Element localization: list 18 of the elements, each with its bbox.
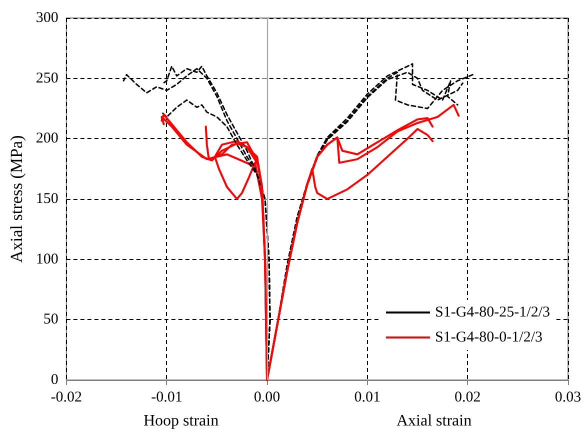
x-tick-label: 0.00 xyxy=(254,390,280,406)
y-tick-label: 50 xyxy=(43,312,58,328)
x-tick-label: 0.02 xyxy=(454,390,481,406)
y-tick-label: 150 xyxy=(36,191,58,207)
y-tick-label: 100 xyxy=(36,251,58,268)
legend-label: S1-G4-80-25-1/2/3 xyxy=(435,304,550,320)
x-tick-label: -0.01 xyxy=(151,390,182,406)
x-tick-label: 0.01 xyxy=(354,390,380,406)
text: Axial strain xyxy=(396,412,472,430)
x-tick-label: 0.03 xyxy=(554,390,582,406)
text: Hoop strain xyxy=(144,412,219,430)
y-axis-title: Axial stress (MPa) xyxy=(7,135,26,263)
legend-label: S1-G4-80-0-1/2/3 xyxy=(435,330,543,346)
y-tick-label: 300 xyxy=(36,10,58,26)
y-tick-label: 200 xyxy=(36,130,58,147)
y-tick-label: 0 xyxy=(50,372,58,388)
x-tick-label: -0.02 xyxy=(50,390,82,406)
y-tick-label: 250 xyxy=(36,70,58,86)
